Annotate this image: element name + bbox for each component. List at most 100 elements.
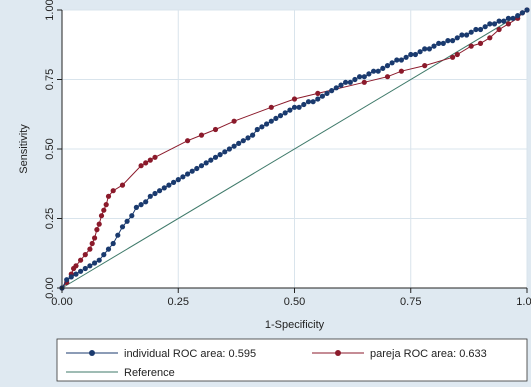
data-point-pareja (82, 252, 88, 258)
data-point-individual (147, 193, 153, 199)
data-point-individual (464, 32, 470, 38)
data-point-individual (264, 121, 270, 127)
data-point-individual (119, 224, 126, 230)
x-ticks: 0.00 0.25 0.50 0.75 1.00 (51, 288, 531, 308)
data-point-individual (524, 7, 530, 13)
data-point-individual (133, 204, 139, 210)
data-point-individual (436, 40, 442, 47)
data-point-individual (236, 140, 242, 146)
data-point-pareja (384, 74, 391, 80)
data-point-individual (96, 257, 102, 263)
data-point-individual (222, 149, 228, 155)
data-point-individual (161, 185, 167, 191)
data-point-individual (315, 96, 321, 102)
data-point-individual (473, 26, 479, 33)
data-point-pareja (487, 35, 493, 41)
data-point-individual (208, 157, 214, 163)
data-point-individual (240, 138, 246, 144)
data-point-individual (515, 13, 521, 19)
data-point-individual (398, 57, 404, 63)
data-point-individual (129, 213, 135, 219)
data-point-individual (459, 32, 465, 38)
data-point-individual (510, 15, 516, 21)
data-point-individual (82, 265, 88, 272)
data-point-individual (454, 35, 460, 41)
data-point-individual (357, 74, 363, 80)
data-point-individual (105, 246, 112, 252)
data-point-individual (412, 51, 418, 58)
data-point-pareja (143, 160, 149, 166)
data-point-individual (64, 277, 70, 283)
legend: individual ROC area: 0.595 pareja ROC ar… (56, 338, 528, 382)
data-point-individual (343, 79, 349, 85)
data-point-pareja (496, 26, 502, 33)
x-tick-label: 0.00 (51, 296, 72, 308)
data-point-individual (403, 54, 409, 60)
data-point-individual (468, 29, 474, 35)
data-point-individual (138, 202, 144, 208)
legend-marker-pareja (335, 350, 341, 356)
data-point-individual (291, 104, 298, 110)
data-point-individual (273, 115, 279, 121)
data-point-individual (92, 260, 98, 266)
data-point-individual (371, 68, 377, 74)
y-tick-label: 1.00 (44, 0, 56, 21)
data-point-individual (380, 65, 386, 71)
data-point-individual (250, 132, 256, 138)
data-point-individual (277, 113, 284, 119)
data-point-individual (361, 74, 367, 80)
data-point-individual (73, 271, 79, 277)
data-point-pareja (98, 213, 105, 219)
data-point-individual (282, 110, 288, 116)
data-point-individual (217, 152, 223, 158)
data-point-pareja (152, 154, 158, 160)
data-point-individual (143, 199, 149, 205)
data-point-individual (487, 21, 493, 27)
legend-label-reference: Reference (124, 367, 175, 379)
data-point-individual (426, 46, 432, 52)
data-point-individual (157, 188, 163, 194)
data-point-individual (226, 146, 232, 152)
data-point-pareja (422, 63, 428, 69)
data-point-pareja (103, 202, 109, 208)
series-individual (59, 7, 530, 291)
data-point-individual (301, 101, 307, 108)
data-point-pareja (454, 51, 460, 58)
data-point-individual (212, 154, 219, 160)
data-point-pareja (291, 96, 298, 102)
data-point-individual (324, 90, 330, 96)
data-point-individual (319, 93, 325, 99)
data-point-individual (152, 190, 158, 197)
x-tick-label: 1.00 (516, 296, 531, 308)
data-point-individual (254, 126, 260, 133)
data-point-individual (408, 51, 414, 58)
data-point-individual (496, 18, 502, 24)
data-point-individual (245, 135, 251, 141)
data-point-individual (305, 99, 312, 105)
data-point-individual (440, 40, 446, 47)
data-point-individual (87, 263, 93, 269)
data-point-pareja (101, 207, 107, 213)
data-point-pareja (450, 54, 456, 60)
data-point-individual (78, 268, 84, 274)
x-tick-label: 0.75 (400, 296, 421, 308)
data-point-individual (329, 88, 335, 94)
data-point-individual (110, 240, 116, 247)
data-point-individual (445, 38, 451, 44)
data-point-individual (194, 165, 200, 172)
data-point-individual (477, 26, 484, 33)
data-point-pareja (361, 79, 367, 85)
x-tick-label: 0.25 (168, 296, 189, 308)
data-point-individual (124, 218, 130, 224)
data-point-pareja (268, 104, 274, 110)
data-point-individual (347, 79, 353, 85)
data-point-individual (422, 46, 428, 52)
y-tick-label: 0.50 (44, 138, 56, 159)
data-point-individual (175, 177, 181, 183)
y-tick-label: 0.25 (44, 208, 56, 229)
series-layer (59, 7, 530, 291)
data-point-pareja (87, 246, 93, 252)
data-point-individual (268, 118, 274, 124)
data-point-pareja (505, 21, 511, 27)
x-axis-label: 1-Specificity (265, 319, 325, 331)
